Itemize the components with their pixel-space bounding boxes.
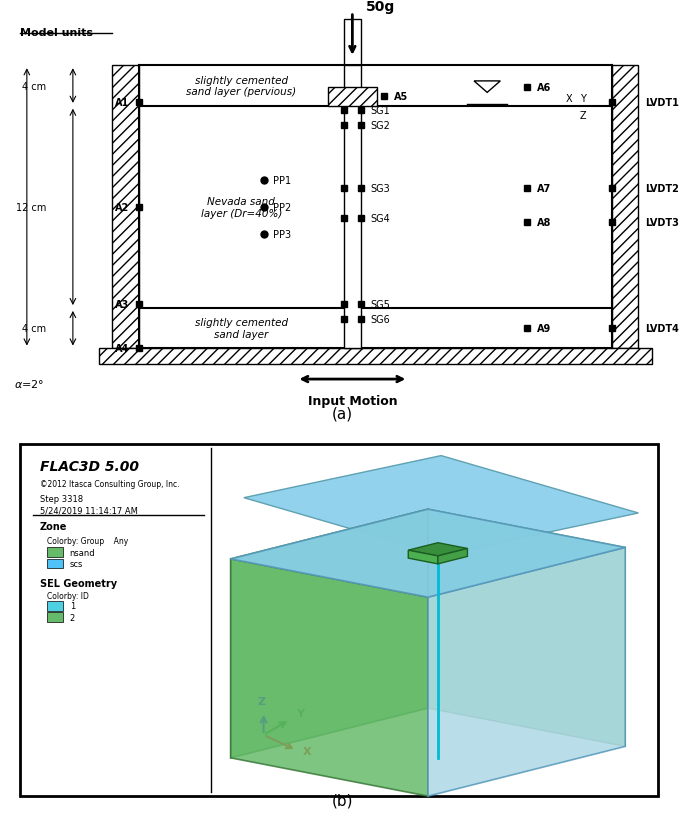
- Text: LVDT4: LVDT4: [645, 324, 679, 334]
- Text: LVDT2: LVDT2: [645, 184, 679, 194]
- Text: A8: A8: [536, 218, 551, 228]
- Text: 50g: 50g: [366, 0, 395, 14]
- Bar: [47, 559, 63, 569]
- Polygon shape: [231, 559, 428, 797]
- Polygon shape: [428, 509, 625, 747]
- Polygon shape: [408, 543, 467, 556]
- Text: 1: 1: [70, 601, 75, 610]
- Polygon shape: [408, 551, 438, 564]
- Bar: [112, 66, 138, 349]
- Text: $\alpha$=2°: $\alpha$=2°: [14, 378, 44, 389]
- Polygon shape: [231, 509, 625, 598]
- Text: (b): (b): [332, 792, 353, 807]
- Text: (a): (a): [332, 407, 353, 421]
- Text: SG5: SG5: [371, 300, 390, 310]
- Text: A9: A9: [536, 324, 551, 334]
- Polygon shape: [438, 549, 467, 564]
- Bar: [99, 349, 651, 364]
- Bar: [327, 88, 377, 107]
- Text: SG2: SG2: [371, 121, 390, 131]
- Text: nsand: nsand: [70, 548, 95, 557]
- Text: LVDT3: LVDT3: [645, 218, 679, 228]
- Text: slightly cemented
sand layer: slightly cemented sand layer: [195, 318, 288, 339]
- Text: slightly cemented
sand layer (pervious): slightly cemented sand layer (pervious): [186, 75, 297, 97]
- Text: 12 cm: 12 cm: [16, 203, 47, 213]
- Text: Step 3318: Step 3318: [40, 494, 83, 503]
- Text: Z: Z: [257, 696, 265, 706]
- Text: Input Motion: Input Motion: [308, 395, 397, 408]
- Text: A4: A4: [114, 344, 129, 354]
- Text: 4 cm: 4 cm: [23, 324, 47, 334]
- Text: A2: A2: [114, 203, 129, 213]
- Text: PP3: PP3: [273, 229, 292, 239]
- Text: Model units: Model units: [21, 28, 93, 38]
- Text: 2: 2: [70, 613, 75, 622]
- Text: SEL Geometry: SEL Geometry: [40, 578, 117, 589]
- Text: 5/24/2019 11:14:17 AM: 5/24/2019 11:14:17 AM: [40, 506, 138, 515]
- Polygon shape: [244, 456, 638, 556]
- Polygon shape: [428, 548, 625, 797]
- Text: X: X: [303, 746, 312, 756]
- Text: Zone: Zone: [40, 521, 67, 531]
- Text: Colorby: Group    Any: Colorby: Group Any: [47, 537, 128, 546]
- Text: A5: A5: [393, 92, 408, 102]
- Polygon shape: [231, 509, 428, 758]
- Text: Z: Z: [580, 111, 586, 121]
- Text: PP2: PP2: [273, 203, 292, 213]
- Text: ©2012 Itasca Consulting Group, Inc.: ©2012 Itasca Consulting Group, Inc.: [40, 479, 179, 488]
- Text: LVDT1: LVDT1: [645, 98, 679, 108]
- Text: Nevada sand
layer (Dr=40%): Nevada sand layer (Dr=40%): [201, 197, 282, 219]
- Text: A3: A3: [114, 300, 129, 310]
- Text: FLAC3D 5.00: FLAC3D 5.00: [40, 460, 139, 474]
- Text: SG6: SG6: [371, 315, 390, 325]
- Text: A6: A6: [536, 83, 551, 93]
- Text: 4 cm: 4 cm: [23, 81, 47, 91]
- Bar: [344, 21, 360, 66]
- Text: PP1: PP1: [273, 176, 292, 185]
- Text: SG3: SG3: [371, 184, 390, 194]
- Text: SG4: SG4: [371, 214, 390, 224]
- Text: A7: A7: [536, 184, 551, 194]
- Text: A1: A1: [114, 98, 129, 108]
- Text: scs: scs: [70, 559, 83, 568]
- Text: Y: Y: [580, 94, 586, 104]
- Bar: [47, 613, 63, 623]
- Bar: [47, 548, 63, 557]
- Text: X: X: [566, 94, 573, 104]
- Text: SG1: SG1: [371, 105, 390, 115]
- Text: Y: Y: [297, 708, 304, 718]
- Bar: [47, 601, 63, 611]
- Text: Colorby: ID: Colorby: ID: [47, 592, 88, 600]
- Bar: [344, 66, 360, 349]
- Bar: [612, 66, 638, 349]
